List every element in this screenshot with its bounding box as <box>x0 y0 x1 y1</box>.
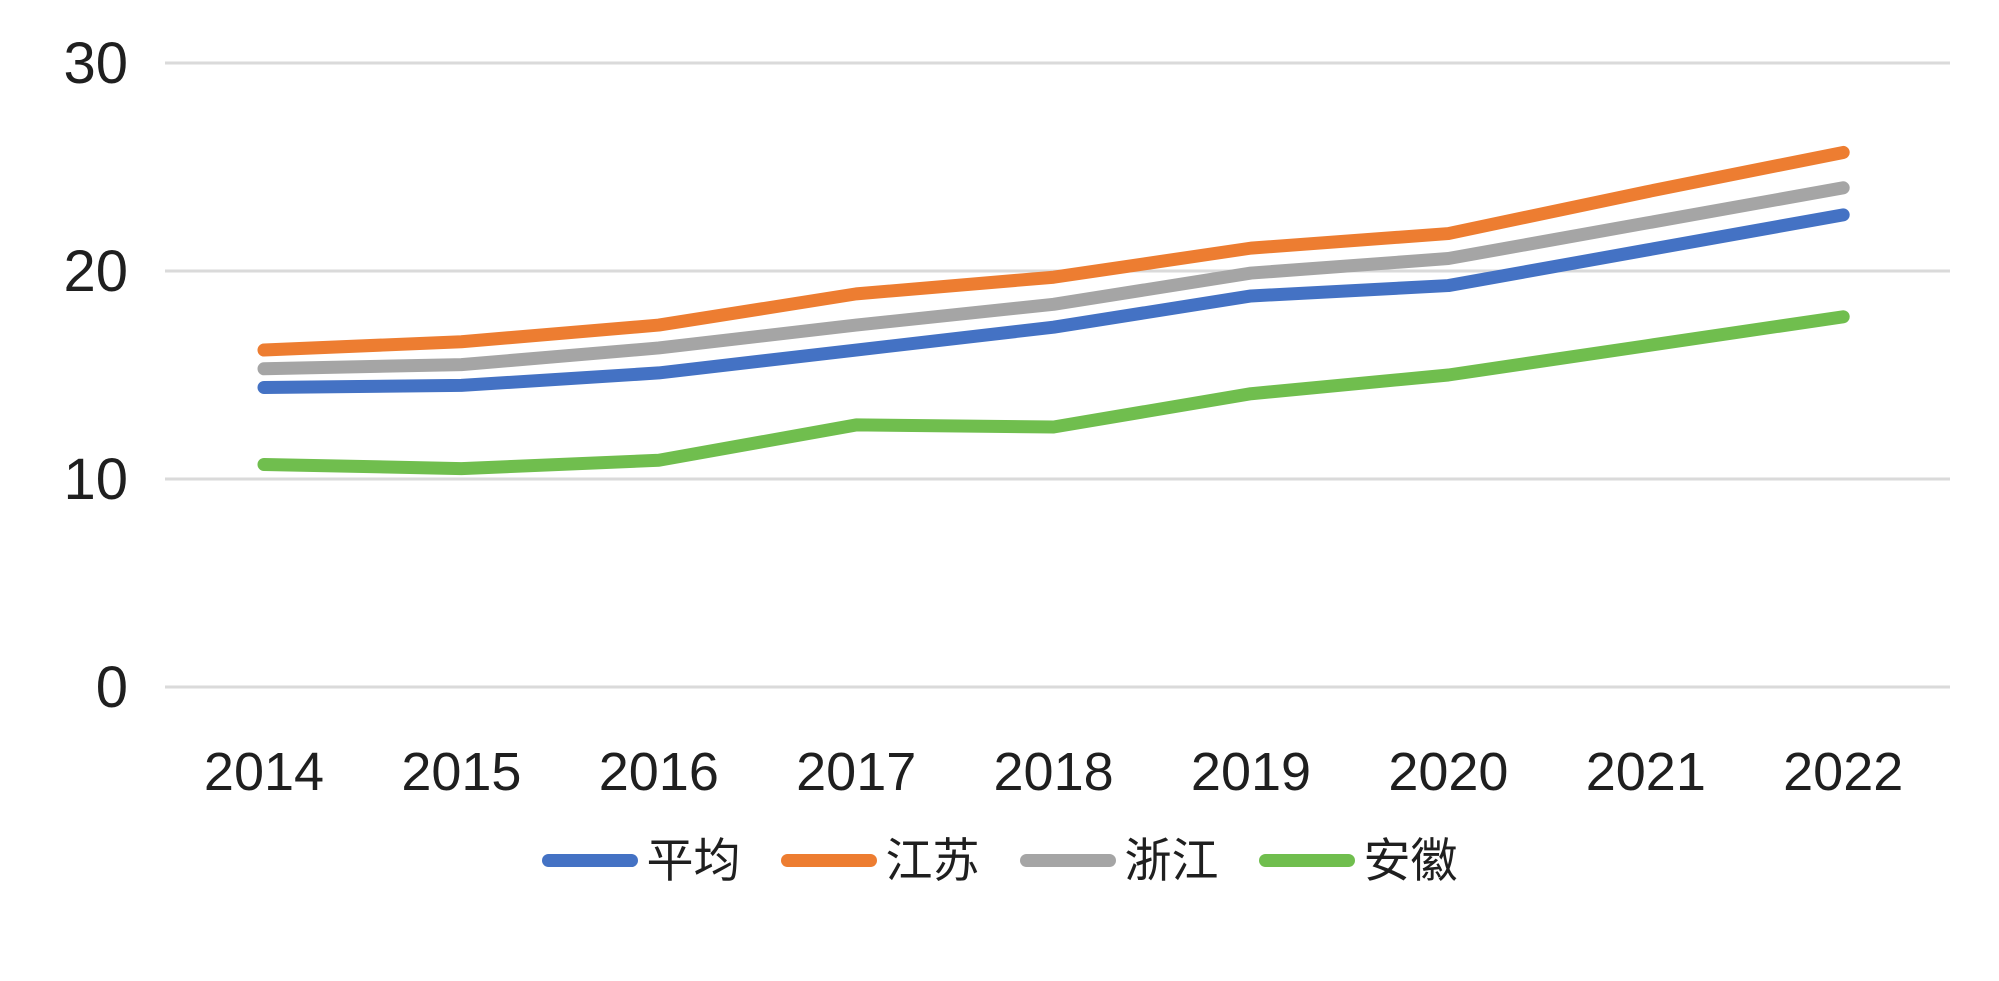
x-axis-tick-label: 2017 <box>796 742 916 802</box>
x-axis-tick-label: 2015 <box>401 742 521 802</box>
chart-legend: 平均 江苏 浙江 安徽 <box>0 828 1999 892</box>
x-axis-tick-label: 2020 <box>1388 742 1508 802</box>
legend-item-0: 平均 <box>541 833 741 887</box>
legend-item-1: 江苏 <box>780 833 980 887</box>
y-axis-tick-label: 10 <box>63 447 128 512</box>
legend-label: 安徽 <box>1363 833 1458 887</box>
legend-item-3: 安徽 <box>1258 833 1458 887</box>
y-axis-tick-label: 30 <box>63 31 128 96</box>
legend-label: 平均 <box>646 833 741 887</box>
legend-label: 浙江 <box>1124 833 1219 887</box>
x-axis-tick-label: 2016 <box>599 742 719 802</box>
x-axis-tick-label: 2022 <box>1783 742 1903 802</box>
legend-item-2: 浙江 <box>1019 833 1219 887</box>
series-line-浙江 <box>257 181 1850 376</box>
legend-swatch-icon <box>1019 853 1116 867</box>
x-axis-tick-label: 2018 <box>994 742 1114 802</box>
legend-swatch-icon <box>1258 853 1355 867</box>
series-line-安徽 <box>257 310 1850 476</box>
x-axis-tick-label: 2019 <box>1191 742 1311 802</box>
y-axis-tick-label: 20 <box>63 239 128 304</box>
series-line-江苏 <box>257 145 1850 357</box>
chart-svg: 0 10 20 30 2014 2015 2016 2017 2018 2019 2020 2021 2… <box>63 31 1950 802</box>
y-axis-tick-label: 0 <box>96 655 128 720</box>
legend-swatch-icon <box>780 853 877 867</box>
legend-swatch-icon <box>541 853 638 867</box>
legend-label: 江苏 <box>885 833 980 887</box>
series-line-平均 <box>257 208 1850 394</box>
x-axis-tick-label: 2021 <box>1586 742 1706 802</box>
x-axis-tick-label: 2014 <box>204 742 324 802</box>
